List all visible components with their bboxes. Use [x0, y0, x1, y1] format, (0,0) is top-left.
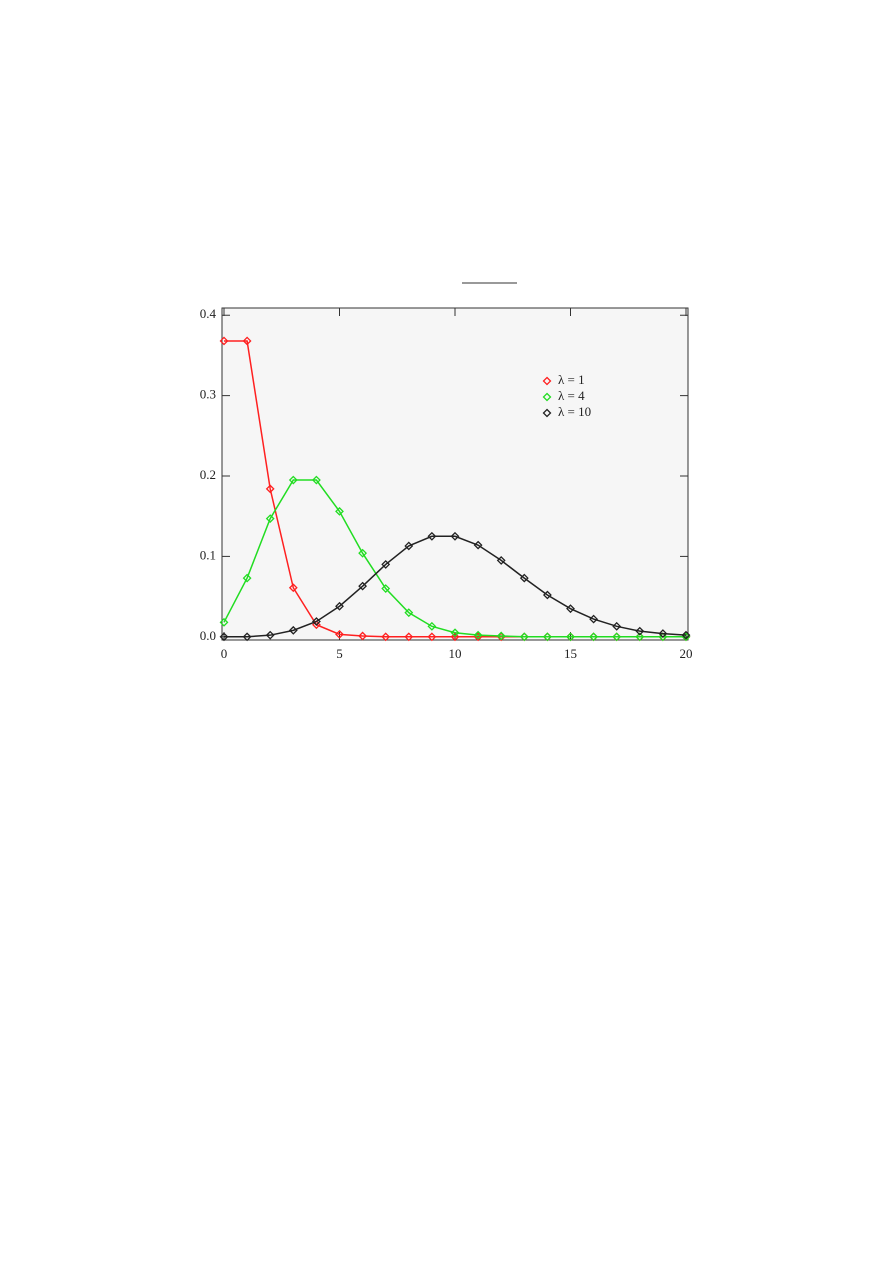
marker: [265, 484, 275, 494]
marker: [265, 514, 275, 524]
marker: [288, 475, 298, 485]
marker: [335, 629, 344, 639]
marker: [519, 573, 529, 583]
marker: [427, 632, 437, 642]
marker: [473, 540, 483, 550]
marker: [635, 632, 645, 642]
legend-marker: [542, 408, 552, 418]
marker: [612, 632, 622, 642]
y-tick-label: 0.3: [200, 387, 216, 402]
marker: [288, 583, 298, 593]
plot-area: [221, 307, 689, 641]
marker: [242, 336, 252, 346]
marker: [219, 617, 229, 627]
marker: [450, 531, 460, 541]
marker: [311, 617, 321, 626]
marker: [335, 601, 344, 611]
marker: [658, 629, 668, 638]
marker: [566, 632, 575, 642]
x-tick-label: 15: [564, 646, 577, 661]
legend-marker: [542, 392, 552, 402]
y-tick-label: 0.4: [200, 306, 217, 321]
marker: [219, 336, 229, 346]
marker: [427, 621, 437, 631]
marker: [358, 548, 368, 558]
marker: [358, 631, 368, 641]
marker: [335, 506, 344, 516]
marker: [612, 621, 622, 631]
marker: [404, 608, 414, 618]
series-line: [224, 535, 687, 638]
marker: [589, 632, 599, 642]
marker: [311, 475, 321, 485]
marker: [242, 573, 252, 583]
legend-label: λ = 4: [558, 388, 585, 403]
series-line: [223, 479, 686, 638]
marker: [381, 560, 391, 569]
legend-label: λ = 10: [558, 404, 591, 419]
marker: [496, 631, 506, 641]
marker: [450, 628, 460, 638]
marker: [381, 584, 391, 593]
marker: [542, 632, 552, 642]
marker: [566, 604, 575, 614]
legend-marker: [542, 376, 552, 386]
y-tick-label: 0.2: [200, 467, 216, 482]
marker: [381, 632, 391, 642]
marker: [404, 541, 414, 551]
x-tick-label: 20: [680, 646, 693, 661]
y-tick-label: 0.0: [200, 628, 216, 643]
marker: [496, 555, 506, 565]
marker: [635, 626, 645, 636]
marker: [242, 632, 252, 642]
marker: [404, 632, 414, 642]
legend-label: λ = 1: [558, 372, 585, 387]
marker: [589, 614, 599, 624]
marker: [473, 630, 483, 640]
marker: [427, 531, 437, 541]
marker: [450, 632, 460, 642]
y-tick-label: 0.1: [200, 547, 216, 562]
marker: [681, 630, 691, 640]
marker: [358, 581, 368, 591]
x-tick-label: 5: [336, 646, 343, 661]
x-tick-label: 0: [221, 646, 228, 661]
marker: [219, 632, 229, 642]
marker: [288, 625, 298, 635]
marker: [265, 630, 275, 640]
marker: [519, 632, 529, 642]
x-tick-label: 10: [449, 646, 462, 661]
marker: [542, 590, 552, 600]
